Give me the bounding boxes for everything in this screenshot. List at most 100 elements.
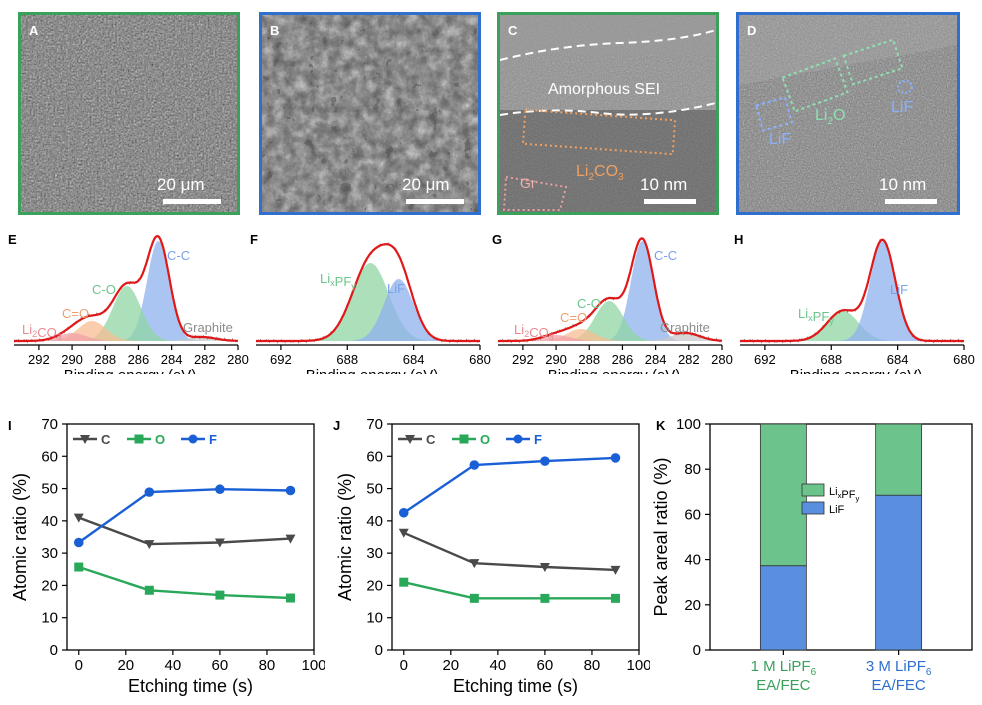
sem-image-b: B 20 μm [259,12,481,215]
x-axis-title: Binding energy (eV) [306,367,439,374]
y-tick-label: 70 [366,416,383,433]
x-tick-label: 60 [537,657,554,674]
x-tick-label: 280 [227,352,249,367]
x-axis-title: Binding energy (eV) [548,367,681,374]
y-axis-title: Atomic ratio (%) [335,473,355,601]
x-tick-label: 684 [887,352,909,367]
x-tick-label: 286 [612,352,634,367]
y-tick-label: 20 [684,597,701,614]
panel-label-a: A [29,23,39,38]
y-tick-label: 20 [41,577,58,594]
x-axis-title: Etching time (s) [128,676,253,696]
scale-text-b: 20 μm [402,175,450,194]
annotation-lif-right: LiF [891,99,914,116]
point-f [469,460,480,470]
peak-label-c-c: C-C [654,248,677,263]
point-f [398,507,409,518]
point-f [73,537,84,548]
y-tick-label: 30 [41,545,58,562]
plot-frame [391,423,640,651]
y-tick-label: 50 [41,481,58,498]
annotation-li2o: Li2O [815,107,846,128]
peak-label-c-o: C-O [92,282,116,297]
x-tick-label: 282 [678,352,700,367]
legend-label-c: C [426,432,436,447]
y-tick-label: 100 [676,416,701,433]
series-line-c [403,531,616,572]
scale-text-a: 20 μm [157,175,205,194]
category-label-line1: 3 M LiPF6 [866,658,932,678]
series-line-f [78,487,291,544]
point-o [610,593,620,603]
annotation-lif-left: LiF [769,131,792,148]
peak-area-c-o [14,286,238,341]
plot-frame [66,423,315,651]
y-tick-label: 0 [50,642,58,659]
legend-label-o: O [155,432,165,447]
peak-label-c-c: C-C [167,248,190,263]
bar-lif [759,565,807,651]
y-tick-label: 60 [684,506,701,523]
peak-area-graphite [498,333,722,341]
y-tick-label: 10 [41,610,58,627]
series-line-o [403,581,616,600]
y-tick-label: 60 [41,448,58,465]
panel-label-e: E [8,232,17,247]
peak-area-graphite [14,337,238,341]
x-tick-label: 284 [161,352,183,367]
xps-chart-f: F 692 688 684 680 Binding energy (eV) LixPFy Li… [250,232,491,374]
point-c [469,559,480,569]
peak-label-lixpfy: LixPFy [320,271,356,291]
x-tick-label: 282 [194,352,216,367]
category-label-line1: 1 M LiPF6 [751,658,817,678]
sem-texture-a [21,15,237,212]
peak-area-lixpfy [256,263,480,341]
series-line-o [78,565,291,600]
y-tick-label: 30 [366,545,383,562]
point-f [610,453,621,463]
peak-area-lixpfy [740,311,964,341]
legend-swatch-lif [801,501,825,515]
series-line-f [403,456,616,514]
panel-label-f: F [250,232,258,247]
x-tick-label: 688 [820,352,842,367]
x-axis-title: Etching time (s) [453,676,578,696]
tem-texture-c [500,15,716,212]
y-tick-label: 80 [684,461,701,478]
legend-label-f: F [209,432,217,447]
scale-text-c: 10 nm [640,175,688,194]
fit-envelope [256,243,480,343]
y-tick-label: 0 [693,642,701,659]
x-tick-label: 80 [584,657,601,674]
point-o [469,593,479,603]
point-o [285,593,295,603]
bar-lixpfy [759,423,807,567]
point-o [399,577,409,587]
annotation-gr: Gr [520,175,536,191]
bar-lixpfy [875,423,923,496]
peak-label-lixpfy: LixPFy [798,306,834,326]
y-tick-label: 10 [366,610,383,627]
point-f [540,456,550,466]
x-tick-label: 280 [711,352,733,367]
y-tick-label: 60 [366,448,383,465]
y-tick-label: 50 [366,481,383,498]
point-c [144,540,155,550]
legend-swatch-lixpfy [801,483,825,497]
peak-label-graphite: Graphite [660,320,710,335]
point-c [398,528,409,538]
point-o [144,585,154,595]
xps-chart-g: G 292 290 288 286 284 282 280 Binding energy (eV… [492,232,733,374]
x-tick-label: 284 [645,352,667,367]
scale-bar-b [406,199,464,204]
x-tick-label: 292 [512,352,534,367]
x-tick-label: 680 [469,352,491,367]
x-axis-title: Binding energy (eV) [64,367,197,374]
category-label-line2: EA/FEC [756,677,810,694]
series-line-c [78,516,291,546]
line-chart-i: I 0 20 40 60 80 100 0 10 20 30 40 50 60 70 Etching time… [8,416,325,696]
peak-label-lif: LiF [890,282,908,297]
xps-chart-h: H 692 688 684 680 Binding energy (eV) LixPFy Li… [734,232,975,374]
panel-label-h: H [734,232,743,247]
